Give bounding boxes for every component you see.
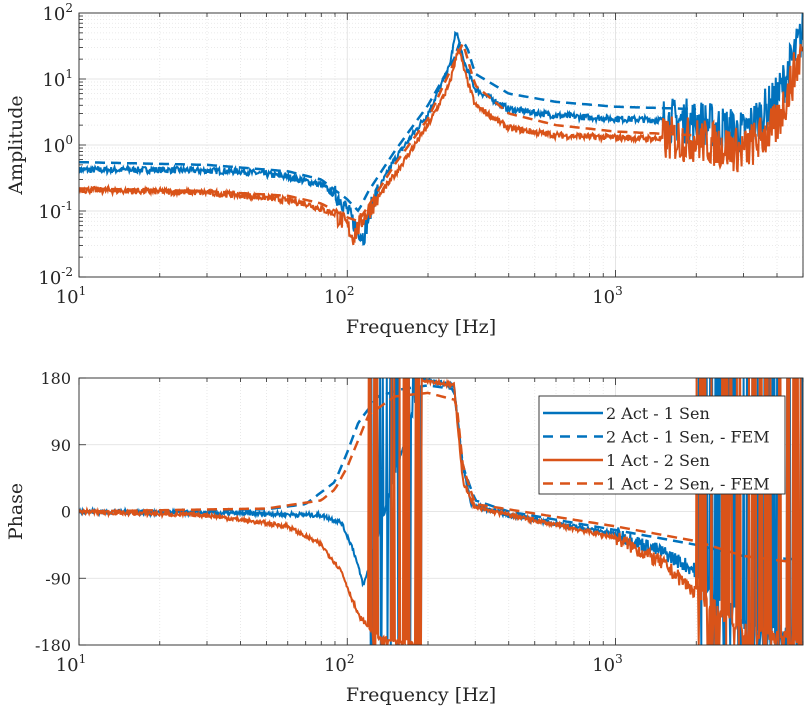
axes-box — [78, 12, 804, 278]
x-tick-label: 102 — [324, 652, 355, 676]
y-tick-label: 10-1 — [38, 199, 73, 223]
x-axis-label: Frequency [Hz] — [346, 684, 496, 706]
x-tick-label: 103 — [592, 652, 623, 676]
y-tick-label: 100 — [42, 133, 73, 157]
y-tick-label: 0 — [61, 503, 71, 522]
y-tick-label: 102 — [42, 1, 73, 25]
y-axis-label: Amplitude — [5, 95, 27, 195]
x-tick-label: 103 — [592, 284, 623, 308]
y-tick-label: -180 — [35, 636, 71, 655]
x-tick-label: 101 — [56, 652, 87, 676]
series-line-4 — [79, 40, 697, 223]
legend-entry: 2 Act - 1 Sen, - FEM — [606, 428, 770, 447]
y-tick-label: 10-2 — [38, 265, 73, 289]
series-line-1 — [79, 13, 803, 246]
legend: 2 Act - 1 Sen 2 Act - 1 Sen, - FEM 1 Act -… — [538, 395, 786, 495]
legend-entry: 1 Act - 2 Sen — [606, 451, 710, 470]
amplitude-plot: 101 102 103 10-2 10-1 100 101 102 Frequency [Hz]… — [5, 1, 804, 338]
x-axis-label: Frequency [Hz] — [346, 316, 496, 338]
axes-box — [78, 377, 804, 646]
legend-entry: 2 Act - 1 Sen — [606, 404, 710, 423]
x-tick-label: 101 — [56, 284, 87, 308]
y-tick-label: 90 — [51, 436, 71, 455]
series-line-3 — [79, 378, 803, 645]
x-tick-label: 102 — [324, 284, 355, 308]
y-axis-label: Phase — [5, 483, 27, 540]
y-tick-label: 180 — [40, 369, 71, 388]
series-line-4 — [79, 391, 801, 565]
series-line-2 — [79, 40, 697, 213]
y-tick-label: -90 — [45, 569, 71, 588]
phase-plot: 101 102 103 -180 -90 0 90 180 Frequency [Hz] Phas… — [5, 369, 804, 706]
legend-entry: 1 Act - 2 Sen, - FEM — [606, 475, 770, 494]
y-tick-label: 101 — [42, 67, 73, 91]
